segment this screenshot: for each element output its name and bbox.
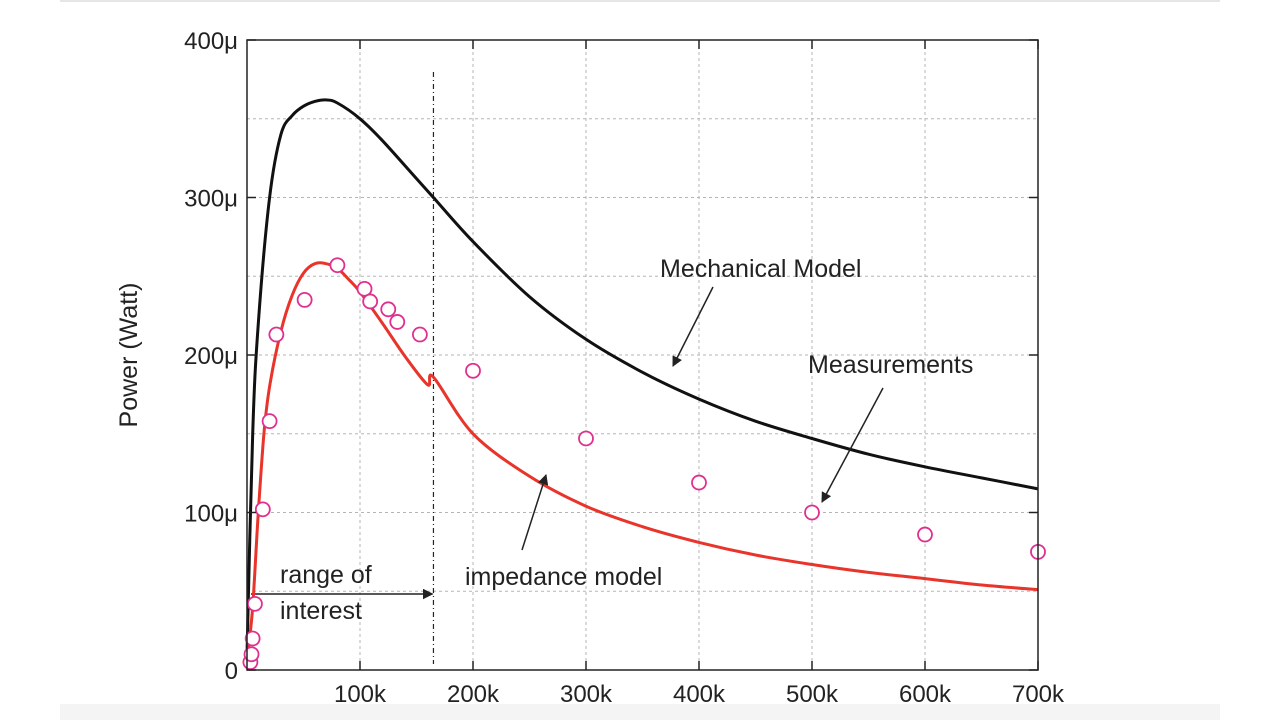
measurements-label: Measurements xyxy=(808,351,973,379)
grid-lines xyxy=(247,40,1038,670)
x-tick-label: 100k xyxy=(334,681,387,708)
range-of-interest-label-line2: interest xyxy=(280,597,362,625)
measurement-point xyxy=(243,646,260,663)
mechanical-model-arrow xyxy=(672,286,714,367)
bottom-band xyxy=(60,704,1220,720)
y-tick-label: 200μ xyxy=(184,343,238,370)
measurement-point xyxy=(244,630,261,647)
y-tick-label: 300μ xyxy=(184,186,238,213)
series-line-mechanical-model xyxy=(245,98,1039,655)
measurement-point xyxy=(691,474,707,491)
measurement-point xyxy=(356,280,373,297)
x-tick-labels: 100k 200k 300k 400k 500k 600k 700k xyxy=(334,681,1065,708)
x-tick-label: 600k xyxy=(899,681,952,708)
measurement-point xyxy=(380,301,397,318)
y-tick-label: 0 xyxy=(225,658,238,685)
measurement-point xyxy=(917,526,933,543)
impedance-model-arrow xyxy=(521,473,549,551)
impedance-model-label: impedance model xyxy=(465,563,662,591)
measurements-arrow xyxy=(821,387,884,503)
measurement-points xyxy=(242,257,1046,671)
range-of-interest-marker xyxy=(251,72,435,664)
y-tick-label: 100μ xyxy=(184,501,238,528)
x-tick-label: 300k xyxy=(560,681,613,708)
measurement-point xyxy=(362,293,379,310)
x-tick-label: 200k xyxy=(447,681,500,708)
axis-ticks xyxy=(247,39,1039,671)
x-tick-label: 500k xyxy=(786,681,839,708)
x-tick-label: 400k xyxy=(673,681,726,708)
x-tick-label: 700k xyxy=(1012,681,1065,708)
measurement-point xyxy=(804,504,820,521)
measurement-point xyxy=(465,362,481,379)
y-tick-labels: 0 100μ 200μ 300μ 400μ xyxy=(184,28,238,685)
measurement-point xyxy=(254,501,271,518)
y-tick-label: 400μ xyxy=(184,28,238,55)
range-of-interest-label-line1: range of xyxy=(280,561,372,589)
mechanical-model-label: Mechanical Model xyxy=(660,255,862,283)
measurement-point xyxy=(261,413,278,430)
measurement-point xyxy=(268,326,285,343)
measurement-point xyxy=(247,595,263,612)
measurement-point xyxy=(578,430,594,447)
measurement-point xyxy=(411,326,428,343)
series-line-impedance-model xyxy=(245,261,1039,663)
measurement-point xyxy=(389,314,406,330)
series-lines xyxy=(245,98,1039,663)
y-axis-label: Power (Watt) xyxy=(115,283,143,428)
measurement-point xyxy=(329,257,346,274)
measurement-point xyxy=(296,291,313,308)
